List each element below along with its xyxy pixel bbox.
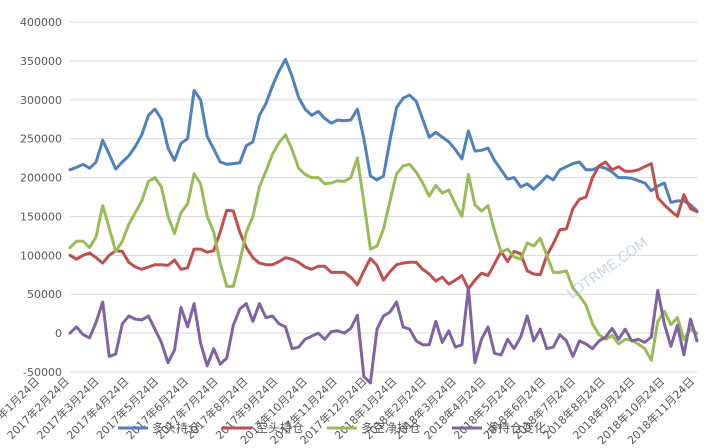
series-line-2 [68, 160, 699, 291]
x-axis: 2017年1月24日2017年2月24日2017年3月24日2017年4月24日… [0, 374, 697, 447]
legend: 多头持仓 空头持仓 多空净持仓 净持仓变化: [118, 420, 550, 435]
watermark: LOTRME.COM [564, 235, 651, 303]
series-lines [68, 57, 699, 385]
series-line-3 [68, 133, 699, 362]
y-tick-label: 250000 [20, 133, 62, 146]
y-tick-label: -50000 [23, 366, 62, 379]
y-tick-label: 400000 [20, 16, 62, 29]
y-tick-label: 100000 [20, 249, 62, 262]
y-tick-label: 150000 [20, 210, 62, 223]
legend-label: 多头持仓 [152, 420, 200, 435]
y-tick-label: 300000 [20, 94, 62, 107]
y-tick-label: 50000 [27, 288, 62, 301]
y-tick-label: 200000 [20, 172, 62, 185]
series-line-1 [68, 57, 699, 213]
legend-label: 多空净持仓 [361, 420, 421, 435]
legend-label: 空头持仓 [256, 420, 304, 435]
y-tick-label: 350000 [20, 55, 62, 68]
y-axis: -50000 0 50000 100000 150000 200000 250000 3000… [20, 16, 62, 379]
y-tick-label: 0 [55, 327, 62, 340]
legend-label: 净持仓变化: [486, 420, 550, 435]
series-line-4 [68, 286, 699, 385]
